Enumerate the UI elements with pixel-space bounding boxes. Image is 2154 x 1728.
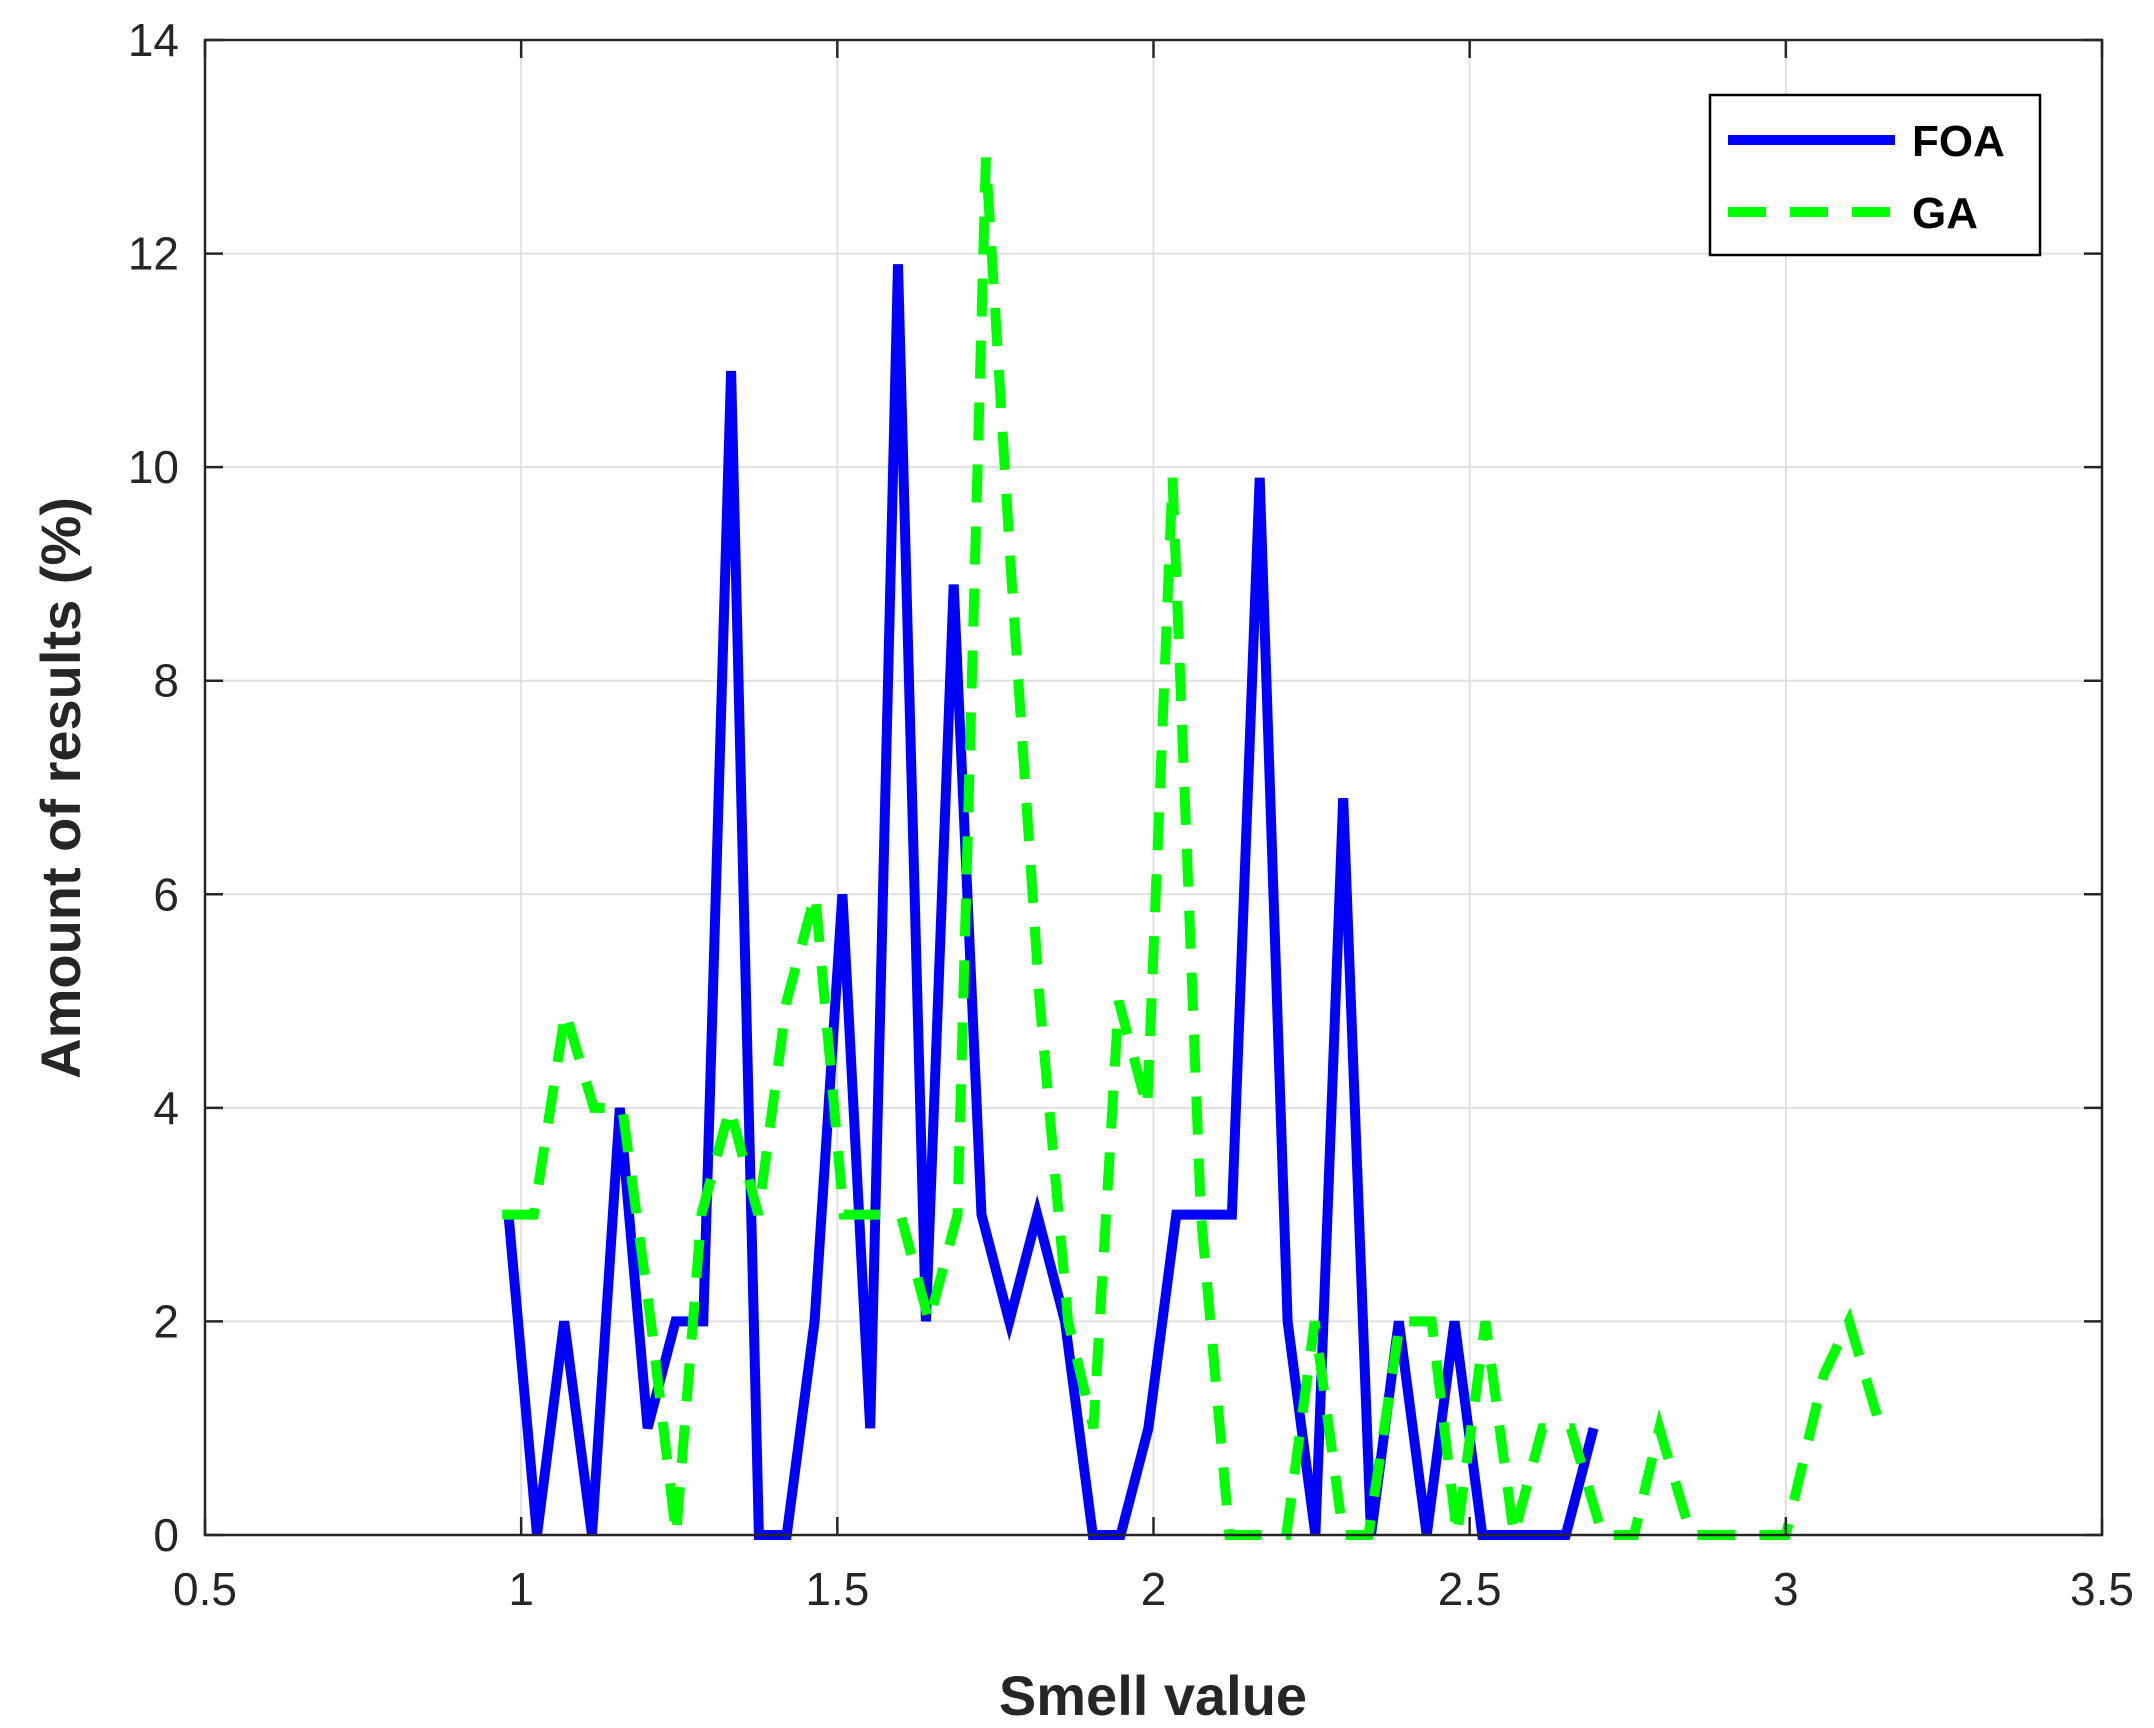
x-tick-labels: 0.5 1 1.5 2 2.5 3 3.5 — [173, 1563, 2134, 1615]
legend-label-ga: GA — [1912, 189, 1978, 238]
x-tick-label: 3.5 — [2070, 1563, 2134, 1615]
x-tick-label: 0.5 — [173, 1563, 237, 1615]
y-tick-label: 4 — [153, 1082, 179, 1134]
y-tick-label: 8 — [153, 655, 179, 707]
x-tick-label: 2.5 — [1438, 1563, 1502, 1615]
y-tick-label: 14 — [128, 14, 179, 66]
y-tick-label: 6 — [153, 868, 179, 920]
y-tick-label: 12 — [128, 228, 179, 280]
legend-label-foa: FOA — [1912, 117, 2005, 166]
y-tick-label: 0 — [153, 1509, 179, 1561]
x-tick-label: 1.5 — [805, 1563, 869, 1615]
x-tick-label: 3 — [1773, 1563, 1799, 1615]
x-tick-label: 2 — [1141, 1563, 1167, 1615]
x-tick-label: 1 — [508, 1563, 534, 1615]
y-tick-label: 10 — [128, 441, 179, 493]
y-tick-labels: 0 2 4 6 8 10 12 14 — [128, 14, 179, 1561]
legend-box — [1708, 93, 2042, 257]
y-tick-label: 2 — [153, 1295, 179, 1347]
tick-marks — [203, 38, 2104, 1537]
legend: FOA GA — [1708, 93, 2042, 257]
y-axis-title: Amount of results (%) — [29, 497, 92, 1079]
x-axis-title: Smell value — [999, 1664, 1307, 1727]
